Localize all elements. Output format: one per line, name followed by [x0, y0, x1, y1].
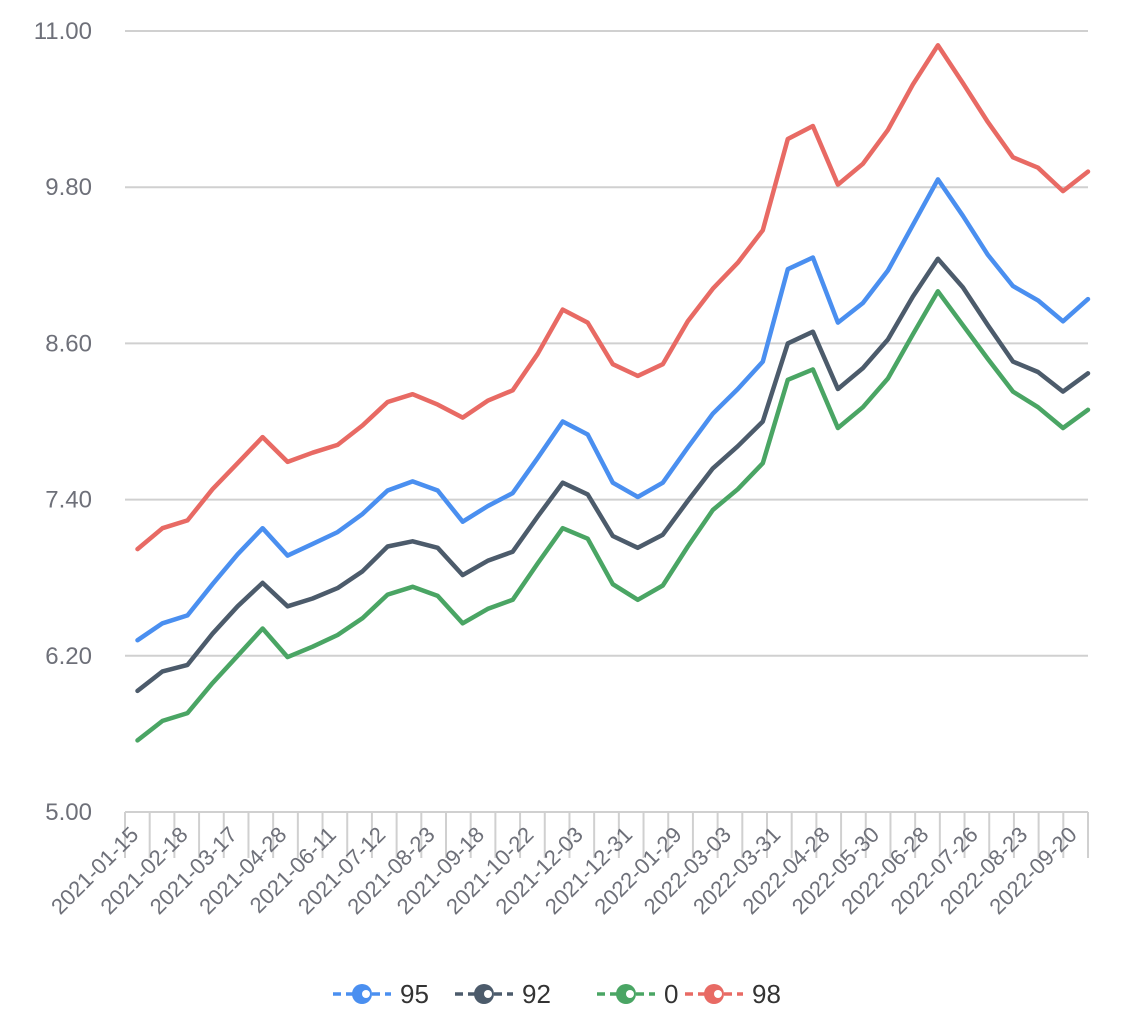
- legend-marker-dot: [626, 990, 634, 998]
- legend-marker-dot: [714, 990, 722, 998]
- y-tick-label: 11.00: [34, 18, 92, 45]
- legend-marker-dot: [484, 990, 492, 998]
- legend-label: 95: [400, 979, 429, 1009]
- legend-label: 92: [522, 979, 551, 1009]
- y-tick-label: 5.00: [45, 799, 92, 826]
- legend: 95 92 0 98: [333, 979, 781, 1009]
- y-tick-label: 7.40: [45, 487, 92, 514]
- y-axis-ticks: 5.00 6.20 7.40 8.60 9.80 11.00: [34, 18, 92, 826]
- series-line-98: [135, 43, 1091, 552]
- series-line-92: [135, 256, 1091, 694]
- legend-label: 0: [664, 979, 678, 1009]
- series-line-95: [135, 177, 1091, 643]
- legend-item-92[interactable]: 92: [455, 979, 551, 1009]
- legend-marker-dot: [362, 990, 370, 998]
- x-axis: 2021-01-152021-02-182021-03-172021-04-28…: [46, 812, 1089, 919]
- legend-label: 98: [752, 979, 781, 1009]
- legend-item-98[interactable]: 98: [685, 979, 781, 1009]
- legend-item-95[interactable]: 95: [333, 979, 429, 1009]
- series-line-0: [135, 289, 1091, 743]
- y-tick-label: 6.20: [45, 643, 92, 670]
- series-lines: [135, 43, 1091, 743]
- y-tick-label: 9.80: [45, 174, 92, 201]
- legend-item-0[interactable]: 0: [597, 979, 678, 1009]
- gridlines: [125, 30, 1088, 813]
- y-tick-label: 8.60: [45, 330, 92, 357]
